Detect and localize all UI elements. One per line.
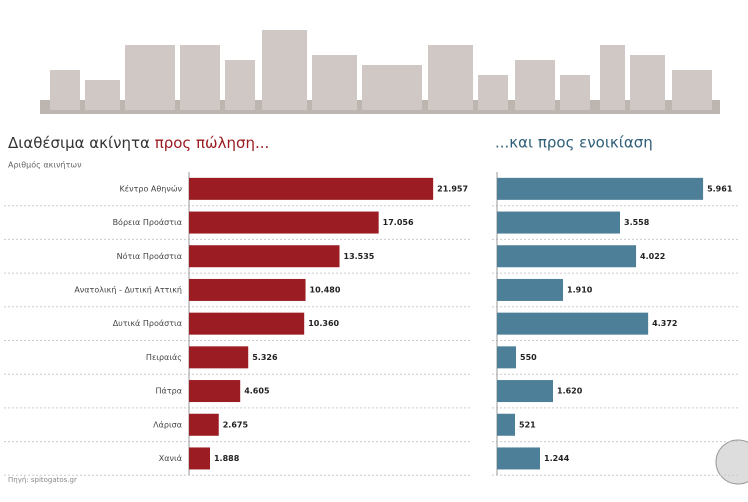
bar bbox=[497, 380, 554, 403]
category-label: Χανιά bbox=[159, 454, 182, 463]
bar bbox=[189, 211, 379, 234]
category-label: Πειραιάς bbox=[146, 353, 182, 362]
value-label: 10.360 bbox=[308, 319, 339, 328]
value-label: 4.022 bbox=[640, 252, 665, 261]
bar bbox=[497, 312, 649, 335]
subtitle: Αριθμός ακινήτων bbox=[8, 160, 82, 170]
value-label: 13.535 bbox=[344, 252, 375, 261]
category-label: Πάτρα bbox=[156, 387, 182, 396]
value-label: 1.910 bbox=[567, 285, 593, 294]
bar bbox=[497, 177, 704, 200]
category-label: Κέντρο Αθηνών bbox=[120, 183, 183, 193]
bar bbox=[189, 447, 210, 470]
skyline bbox=[40, 30, 720, 114]
chart-title: Διαθέσιμα ακίνητα προς πώληση... bbox=[8, 134, 269, 152]
value-label: 550 bbox=[520, 353, 537, 362]
bar bbox=[189, 245, 340, 268]
bar bbox=[189, 346, 249, 369]
chart-title: ...και προς ενοικίαση bbox=[495, 134, 653, 152]
value-label: 4.605 bbox=[244, 387, 270, 396]
category-label: Δυτικά Προάστια bbox=[113, 319, 182, 328]
category-label: Λάρισα bbox=[153, 420, 182, 429]
stamp bbox=[715, 439, 748, 485]
value-label: 4.372 bbox=[652, 319, 677, 328]
value-label: 2.675 bbox=[223, 420, 249, 429]
value-label: 1.888 bbox=[214, 454, 240, 463]
bar bbox=[497, 413, 516, 436]
value-label: 10.480 bbox=[310, 285, 341, 294]
category-label: Νότια Προάστια bbox=[117, 251, 182, 261]
value-label: 21.957 bbox=[437, 184, 468, 193]
value-label: 5.326 bbox=[252, 353, 278, 362]
bar bbox=[497, 211, 621, 234]
value-label: 17.056 bbox=[383, 218, 414, 227]
bar bbox=[497, 245, 637, 268]
bar bbox=[189, 380, 241, 403]
category-label: Ανατολική - Δυτική Αττική bbox=[74, 285, 182, 294]
source: Πηγή: spitogatos.gr bbox=[8, 476, 77, 484]
value-label: 1.620 bbox=[557, 387, 583, 396]
bar bbox=[497, 278, 564, 301]
value-label: 521 bbox=[519, 420, 536, 429]
bar bbox=[189, 278, 306, 301]
bar bbox=[189, 413, 219, 436]
value-label: 5.961 bbox=[707, 184, 733, 193]
value-label: 1.244 bbox=[544, 454, 570, 463]
bar bbox=[189, 312, 305, 335]
value-label: 3.558 bbox=[624, 218, 650, 227]
bar bbox=[497, 447, 541, 470]
category-label: Βόρεια Προάστια bbox=[113, 217, 182, 227]
bar bbox=[189, 177, 434, 200]
bar bbox=[497, 346, 517, 369]
